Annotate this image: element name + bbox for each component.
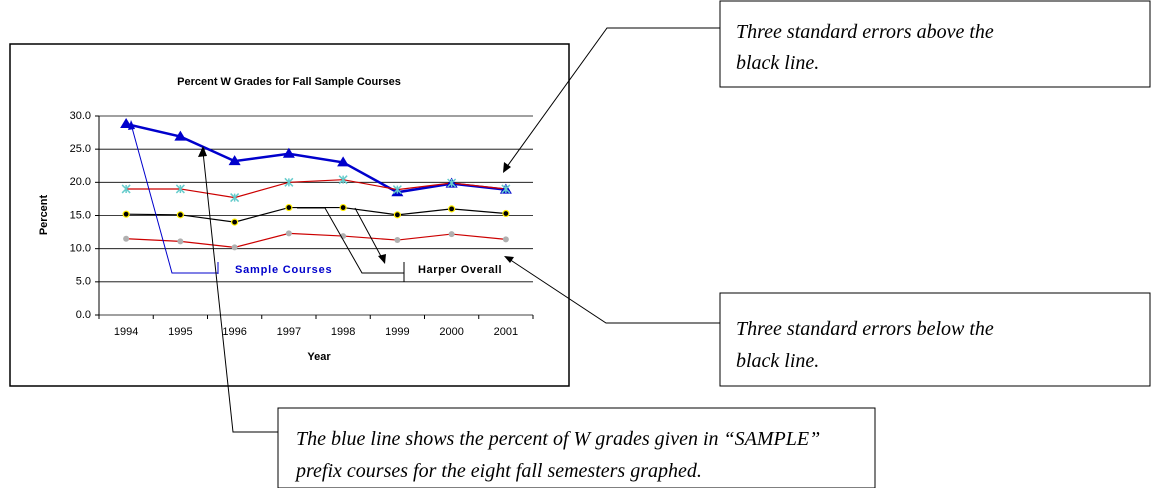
- marker: [448, 205, 456, 213]
- callout-box: [719, 0, 1151, 88]
- callout-arrow: [505, 27, 720, 169]
- x-tick-label: 1995: [168, 326, 192, 338]
- legend-connectors: [128, 120, 405, 282]
- marker: [174, 130, 187, 141]
- marker: [176, 211, 184, 219]
- callout-arrows: [202, 27, 720, 433]
- x-tick-label: 1998: [331, 326, 355, 338]
- marker: [501, 184, 511, 194]
- series-line: [126, 232, 506, 248]
- marker: [175, 184, 185, 194]
- marker: [394, 237, 401, 244]
- legend-arrow: [354, 207, 384, 261]
- x-tick-label: 1994: [114, 326, 138, 338]
- plot: 0.0 5.0 10.0 15.0 20.0 25.0 30.0 1994 1995 1996 19…: [70, 110, 534, 338]
- callout-box: [277, 407, 876, 488]
- y-tick-label: 5.0: [76, 276, 91, 288]
- marker: [230, 193, 240, 203]
- x-tick-label: 2000: [439, 326, 463, 338]
- arrow-head: [378, 254, 386, 264]
- arrow-head: [504, 256, 514, 263]
- legend-arrow: [297, 207, 404, 274]
- callout-box: [719, 292, 1151, 387]
- marker: [231, 218, 239, 226]
- marker: [177, 238, 184, 245]
- marker: [502, 236, 509, 243]
- x-axis-label: Year: [307, 351, 331, 363]
- marker: [447, 178, 457, 188]
- marker: [282, 147, 295, 158]
- marker: [122, 210, 130, 218]
- callout-arrow: [508, 258, 720, 324]
- marker: [339, 203, 347, 212]
- marker: [393, 211, 401, 219]
- marker: [231, 244, 238, 251]
- legend-label: Harper Overall: [418, 264, 502, 276]
- y-tick-label: 25.0: [70, 143, 91, 155]
- arrow-head: [198, 146, 207, 157]
- marker: [120, 117, 133, 128]
- x-tick-label: 1997: [277, 326, 301, 338]
- y-tick-label: 15.0: [70, 209, 91, 221]
- series-line: [126, 179, 506, 199]
- marker: [448, 231, 455, 238]
- chart-frame: [9, 43, 570, 387]
- y-tick-label: 0.0: [76, 309, 91, 321]
- x-tick-label: 2001: [494, 326, 518, 338]
- legend-arrow: [130, 123, 218, 274]
- marker: [502, 209, 510, 218]
- callout-text: Three standard errors below the: [736, 318, 994, 340]
- marker: [123, 235, 130, 242]
- marker: [337, 156, 350, 167]
- series-line: [125, 122, 507, 194]
- marker: [285, 203, 293, 212]
- marker: [285, 230, 292, 237]
- arrow-head: [503, 162, 511, 173]
- y-axis-label: Percent: [38, 194, 50, 235]
- marker: [284, 177, 294, 187]
- callout-text: Three standard errors above the: [736, 21, 994, 43]
- marker: [228, 155, 241, 166]
- chart-title: Percent W Grades for Fall Sample Courses: [177, 76, 401, 88]
- marker: [392, 185, 402, 195]
- y-tick-label: 10.0: [70, 243, 91, 255]
- callout-text: prefix courses for the eight fall semest…: [294, 460, 702, 482]
- callout-arrow: [202, 151, 278, 433]
- arrow-head: [128, 120, 135, 130]
- callout-text: black line.: [736, 350, 819, 372]
- marker: [121, 184, 131, 194]
- callout-text: The blue line shows the percent of W gra…: [296, 428, 820, 450]
- legend-label: Sample Courses: [235, 264, 332, 276]
- y-tick-label: 20.0: [70, 176, 91, 188]
- callout-text: black line.: [736, 52, 819, 74]
- marker: [338, 175, 348, 185]
- x-tick-label: 1996: [222, 326, 246, 338]
- y-tick-label: 30.0: [70, 110, 91, 122]
- x-tick-label: 1999: [385, 326, 409, 338]
